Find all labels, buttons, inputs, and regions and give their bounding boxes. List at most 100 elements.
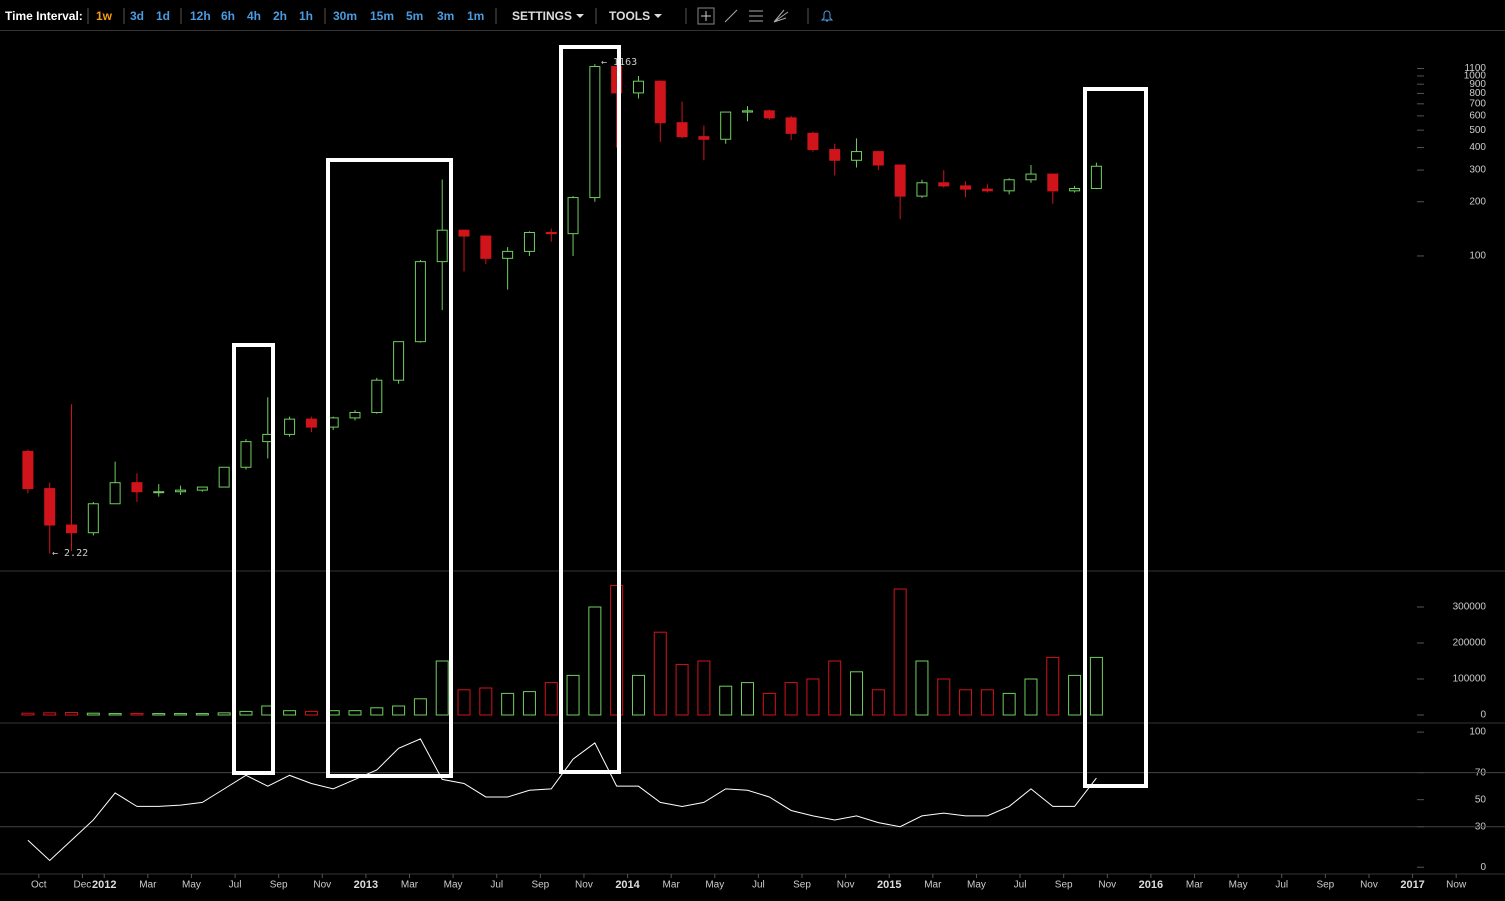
x-tick-label: Mar — [1186, 880, 1204, 891]
x-tick-label: Mar — [924, 880, 942, 891]
x-tick-label: Mar — [663, 880, 681, 891]
candle-body — [284, 418, 296, 435]
x-tick-label: May — [444, 880, 463, 891]
y-tick-label: 400 — [1469, 142, 1486, 153]
candle-body — [938, 182, 950, 187]
volume-bar — [217, 712, 231, 716]
volume-bar — [65, 711, 79, 716]
interval-button[interactable]: 12h — [190, 9, 211, 23]
volume-bar — [893, 588, 907, 716]
y-tick-label: 1000 — [1464, 71, 1487, 82]
x-tick-label: 2013 — [354, 879, 378, 891]
tools-menu[interactable]: TOOLS — [609, 9, 651, 23]
volume-bar — [174, 713, 188, 716]
interval-button[interactable]: 2h — [273, 9, 288, 23]
y-tick-label: 200 — [1469, 196, 1486, 207]
candle-body — [153, 491, 165, 494]
candle-body — [175, 489, 187, 493]
volume-bar — [959, 689, 973, 716]
volume-bar — [544, 682, 558, 716]
y-tick-label: 600 — [1469, 111, 1486, 122]
low-annotation: ← 2.22 — [52, 548, 88, 559]
x-tick-label: Nov — [837, 880, 855, 891]
x-tick-label: Nov — [1098, 880, 1116, 891]
volume-bar — [86, 712, 100, 716]
candle-body — [654, 80, 666, 124]
x-tick-label: Sep — [793, 880, 811, 891]
x-tick-label: Mar — [139, 880, 157, 891]
x-tick-label: Mar — [401, 880, 419, 891]
candle-body — [436, 229, 448, 263]
x-tick-label: Jul — [490, 880, 503, 891]
volume-bar — [283, 710, 297, 716]
x-tick-label: Jul — [752, 880, 765, 891]
interval-button[interactable]: 4h — [247, 9, 262, 23]
candle-body — [22, 450, 34, 490]
volume-bar — [1046, 656, 1060, 716]
x-tick-label: Nov — [575, 880, 593, 891]
volume-bar — [697, 660, 711, 716]
candle-body — [196, 486, 208, 491]
interval-button[interactable]: 30m — [333, 9, 358, 23]
candle-body — [414, 261, 426, 343]
y-tick-label: 0 — [1480, 710, 1486, 721]
volume-bar — [762, 692, 776, 716]
candle-body — [109, 482, 121, 505]
y-tick-label: 100 — [1469, 251, 1486, 262]
candle-body — [393, 341, 405, 381]
volume-bar — [522, 691, 536, 716]
volume-bar — [915, 660, 929, 716]
volume-bar — [719, 685, 733, 716]
interval-button[interactable]: 15m — [370, 9, 395, 23]
volume-bar — [479, 687, 493, 716]
candle-body — [458, 229, 470, 237]
volume-bar — [457, 689, 471, 716]
volume-bar — [130, 713, 144, 716]
candle-body — [545, 231, 557, 235]
volume-bar — [21, 712, 35, 716]
settings-menu[interactable]: SETTINGS — [512, 9, 573, 23]
volume-bar — [348, 710, 362, 716]
x-tick-label: 2014 — [615, 879, 640, 891]
interval-button[interactable]: 3d — [130, 9, 145, 23]
interval-button[interactable]: 1h — [299, 9, 314, 23]
interval-button[interactable]: 1d — [156, 9, 171, 23]
candle-body — [763, 110, 775, 119]
candle-body — [742, 110, 753, 113]
volume-bar — [1089, 656, 1103, 716]
x-tick-label: Oct — [31, 880, 47, 891]
interval-button[interactable]: 1m — [467, 9, 485, 23]
volume-bar — [1002, 692, 1016, 716]
x-tick-label: 2016 — [1139, 879, 1163, 891]
volume-bar — [784, 682, 798, 716]
y-tick-label: 1100 — [1464, 63, 1486, 74]
candle-body — [218, 466, 230, 488]
interval-button[interactable]: 3m — [437, 9, 455, 23]
candle-body — [829, 149, 841, 161]
candle-body — [523, 231, 535, 252]
x-tick-label: Jul — [229, 880, 242, 891]
y-tick-label: 300 — [1469, 165, 1486, 176]
candle-body — [785, 117, 797, 134]
candle-body — [480, 235, 492, 259]
candle-body — [589, 66, 601, 199]
x-tick-label: Jul — [1275, 880, 1288, 891]
interval-button[interactable]: 1w — [96, 9, 113, 23]
candle-body — [807, 132, 819, 151]
candle-body — [632, 80, 644, 94]
y-tick-label: 300000 — [1453, 602, 1487, 613]
interval-button[interactable]: 6h — [221, 9, 236, 23]
y-tick-label: 900 — [1469, 79, 1486, 90]
highlight-boxes — [232, 45, 1148, 788]
volume-bar — [239, 710, 253, 716]
candle-body — [960, 185, 972, 190]
candle-body — [371, 379, 383, 413]
candle-body — [611, 66, 623, 94]
x-tick-label: 2017 — [1400, 879, 1424, 891]
candle-body — [349, 411, 361, 419]
volume-bar — [566, 674, 580, 716]
interval-button[interactable]: 5m — [406, 9, 424, 23]
volume-bar — [392, 705, 406, 716]
y-tick-label: 800 — [1469, 88, 1486, 99]
x-tick-label: May — [182, 880, 201, 891]
